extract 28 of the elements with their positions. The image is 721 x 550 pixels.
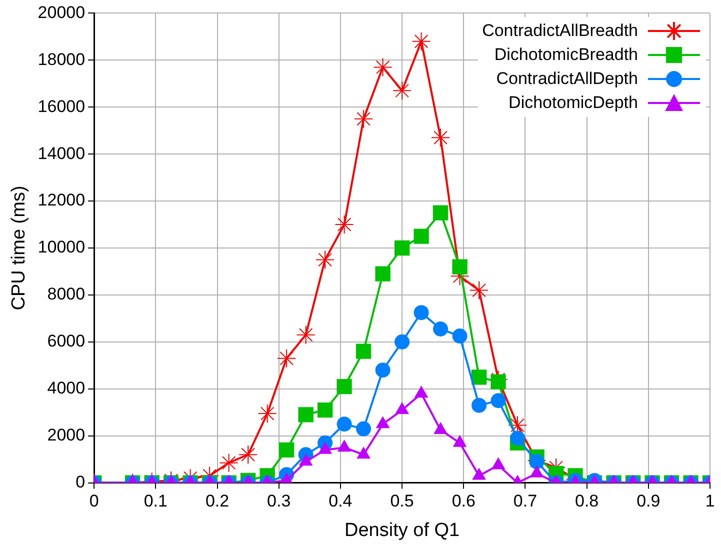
x-tick-label: 0.4: [328, 492, 352, 511]
x-tick-label: 0.2: [205, 492, 230, 511]
y-tick-label: 16000: [38, 96, 86, 116]
legend-label: DichotomicDepth: [508, 93, 638, 114]
x-tick-label: 0.7: [513, 492, 538, 511]
y-tick-label: 0: [76, 472, 86, 492]
x-tick-label: 0.9: [636, 492, 660, 511]
y-tick-label: 4000: [47, 378, 86, 398]
x-tick-label: 0.3: [267, 492, 291, 511]
y-tick-label: 20000: [38, 2, 86, 22]
y-tick-label: 14000: [38, 144, 86, 163]
x-tick-label: 0: [89, 492, 99, 511]
y-tick-label: 10000: [38, 238, 86, 257]
y-axis-title: CPU time (ms): [8, 186, 30, 310]
y-tick-label: 6000: [47, 332, 86, 351]
x-tick-label: 0.1: [144, 492, 168, 511]
x-tick-label: 0.5: [390, 492, 414, 511]
legend-label: ContradictAllBreadth: [482, 21, 638, 42]
y-tick-label: 8000: [47, 284, 86, 304]
y-tick-label: 12000: [38, 190, 86, 210]
x-axis-title: Density of Q1: [344, 520, 460, 541]
x-tick-label: 0.8: [574, 492, 599, 511]
legend-label: ContradictAllDepth: [496, 69, 638, 90]
legend-label: DichotomicBreadth: [494, 45, 638, 66]
y-tick-label: 2000: [47, 426, 86, 445]
x-tick-label: 1: [705, 492, 715, 511]
x-tick-label: 0.6: [452, 492, 476, 511]
y-tick-label: 18000: [38, 50, 86, 69]
